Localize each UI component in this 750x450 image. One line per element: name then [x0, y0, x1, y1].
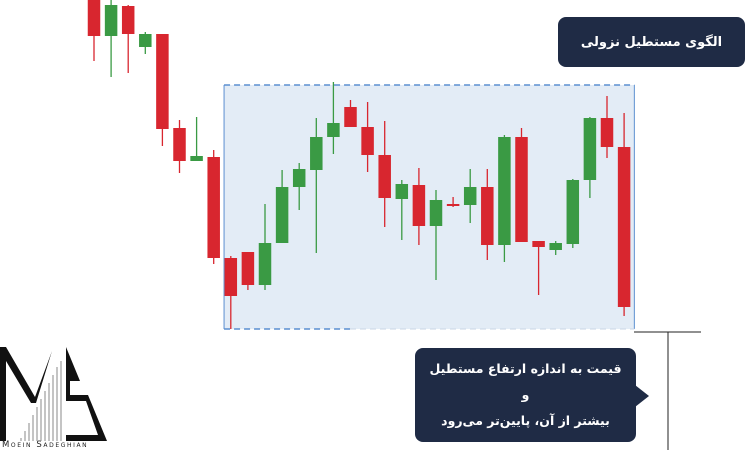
bearish-candle	[532, 241, 545, 295]
candle-body	[327, 123, 340, 137]
rectangle-zone	[224, 85, 635, 329]
bullish-candle	[190, 117, 203, 161]
candle-body	[617, 147, 631, 307]
bullish-candle	[395, 180, 409, 240]
candle-body	[378, 155, 391, 198]
explanation-callout: قیمت به اندازه ارتفاع مستطیل و بیشتر از …	[415, 348, 649, 442]
candle-body	[395, 184, 409, 199]
candle-body	[292, 169, 306, 187]
bearish-candle	[361, 102, 374, 172]
bullish-candle	[498, 135, 511, 262]
candle-body	[139, 34, 152, 47]
bullish-candle	[104, 0, 118, 77]
bearish-candle	[156, 34, 169, 146]
bullish-candle	[566, 179, 580, 248]
bullish-candle	[310, 118, 323, 253]
candle-body	[104, 5, 118, 36]
pattern-title: الگوی مستطیل نزولی	[580, 34, 723, 50]
bullish-candle	[429, 190, 443, 280]
callout-line-1: قیمت به اندازه ارتفاع مستطیل و	[429, 361, 622, 402]
bearish-candle	[446, 197, 460, 207]
candle-body	[583, 118, 597, 180]
bearish-candle	[121, 5, 135, 73]
bearish-candle	[515, 128, 528, 242]
logo-icon	[0, 347, 107, 441]
candle-body	[429, 200, 443, 226]
bearish-candle	[412, 168, 426, 245]
bullish-candle	[139, 32, 152, 54]
candle-body	[463, 187, 477, 205]
candle-body	[173, 128, 186, 161]
candle-body	[121, 6, 135, 34]
bearish-candle	[617, 113, 631, 316]
bullish-candle	[327, 82, 340, 154]
bearish-candle	[481, 169, 494, 260]
candle-body	[446, 204, 460, 206]
candle-body	[241, 252, 255, 285]
callout-line-2: بیشتر از آن، پایین‌تر می‌رود	[441, 413, 610, 428]
bearish-candle	[600, 96, 614, 158]
bearish-candle	[241, 252, 255, 290]
candle-body	[224, 258, 238, 296]
bearish-candle	[87, 0, 101, 61]
bearish-candle	[224, 256, 238, 329]
bullish-candle	[549, 241, 562, 255]
bullish-candle	[292, 163, 306, 210]
candle-body	[207, 157, 220, 258]
bearish-candle	[173, 120, 186, 173]
bearish-candle	[207, 150, 220, 264]
bullish-candle	[275, 170, 289, 243]
candle-body	[258, 243, 272, 285]
bearish-candle	[344, 100, 357, 127]
bullish-candle	[463, 169, 477, 223]
candle-body	[87, 0, 101, 36]
candle-body	[498, 137, 511, 245]
candle-body	[532, 241, 545, 247]
candle-body	[481, 187, 494, 245]
logo-text: Moein Sadeghian	[2, 440, 89, 450]
bullish-candle	[258, 204, 272, 290]
candle-body	[310, 137, 323, 170]
bullish-candle	[583, 117, 597, 198]
candle-body	[566, 180, 580, 244]
candle-body	[515, 137, 528, 242]
candle-body	[344, 107, 357, 127]
candle-body	[275, 187, 289, 243]
bearish-candle	[378, 121, 391, 227]
candle-body	[156, 34, 169, 129]
candle-body	[412, 185, 426, 226]
pattern-title-label: الگوی مستطیل نزولی	[558, 17, 745, 67]
candle-body	[190, 156, 203, 161]
candle-body	[600, 118, 614, 147]
candle-body	[549, 243, 562, 250]
candle-body	[361, 127, 374, 155]
